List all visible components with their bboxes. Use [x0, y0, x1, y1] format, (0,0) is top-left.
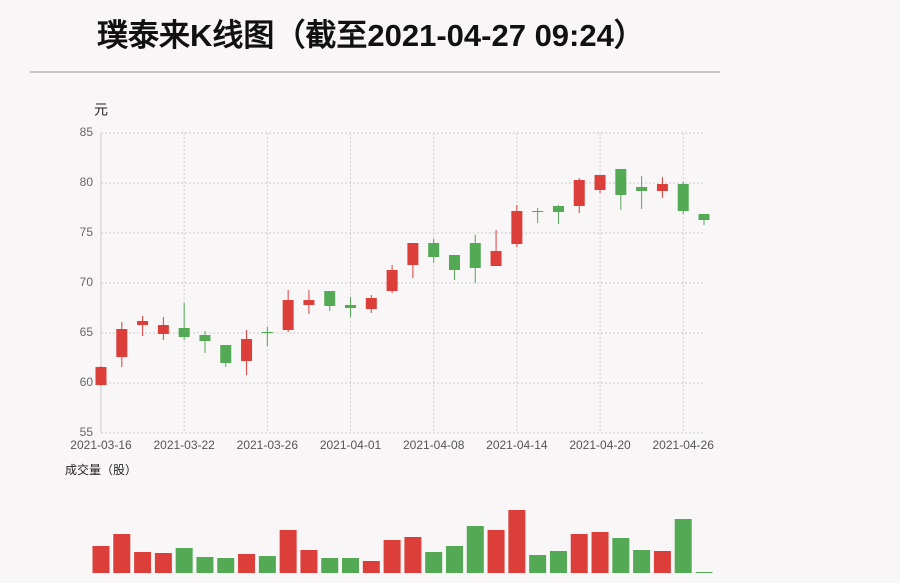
chart-title: 璞泰来K线图（截至2021-04-27 09:24）	[97, 18, 645, 53]
volume-bar	[362, 561, 380, 573]
x-tick-label: 2021-03-26	[237, 438, 299, 452]
candle-body	[261, 332, 273, 333]
volume-bar	[674, 519, 692, 573]
candle-body	[677, 184, 689, 211]
candle-body	[407, 243, 419, 265]
volume-bar	[591, 532, 609, 573]
volume-bar	[175, 548, 193, 573]
y-tick-label: 65	[80, 325, 94, 339]
y-tick-label: 75	[80, 225, 94, 239]
candle-body	[157, 325, 169, 334]
y-axis-unit: 元	[94, 102, 108, 118]
x-tick-label: 2021-04-01	[320, 438, 382, 452]
volume-bar	[466, 526, 484, 573]
candle-body	[511, 211, 523, 244]
candle-body	[220, 345, 232, 363]
candle-body	[532, 211, 544, 212]
x-tick-label: 2021-04-20	[569, 438, 631, 452]
x-tick-label: 2021-04-26	[653, 438, 715, 452]
volume-bar	[342, 558, 360, 573]
volume-bar	[570, 534, 588, 573]
candle-body	[594, 175, 606, 190]
candle-body	[573, 180, 585, 206]
volume-title: 成交量（股）	[65, 462, 137, 477]
volume-bar	[383, 540, 401, 573]
candle-body	[386, 270, 398, 291]
candle-body	[656, 184, 668, 191]
volume-bar	[425, 552, 443, 573]
volume-bar	[113, 534, 131, 573]
volume-bar	[300, 550, 318, 573]
candle-body	[636, 187, 648, 191]
y-tick-label: 85	[80, 125, 94, 139]
volume-bar	[321, 558, 339, 573]
candle-body	[324, 291, 336, 306]
volume-bar	[238, 554, 256, 573]
y-tick-label: 80	[80, 175, 94, 189]
volume-bar	[217, 558, 235, 573]
candle-body	[490, 251, 502, 266]
volume-bar	[196, 557, 214, 573]
y-tick-label: 60	[80, 375, 94, 389]
candle-body	[95, 367, 107, 385]
volume-bar	[445, 546, 463, 573]
candle-body	[365, 298, 377, 309]
volume-bar	[508, 510, 526, 573]
candle-body	[552, 206, 564, 212]
candle-body	[199, 335, 211, 341]
x-tick-label: 2021-03-22	[153, 438, 215, 452]
volume-bar	[633, 550, 651, 573]
volume-bar	[695, 572, 713, 573]
volume-bar	[529, 555, 547, 573]
candle-body	[137, 321, 149, 325]
x-tick-label: 2021-04-14	[486, 438, 548, 452]
candle-body	[428, 243, 440, 257]
volume-bar	[279, 530, 297, 573]
candle-body	[282, 300, 294, 330]
volume-bar	[92, 546, 110, 573]
y-tick-label: 70	[80, 275, 94, 289]
volume-bar	[549, 551, 567, 573]
candle-body	[303, 300, 315, 305]
volume-bar	[404, 537, 422, 573]
candle-body	[469, 243, 481, 268]
volume-bar	[612, 538, 630, 573]
y-tick-label: 55	[80, 425, 94, 439]
volume-bar	[154, 553, 172, 573]
candle-body	[448, 255, 460, 270]
candle-body	[615, 169, 627, 195]
candle-body	[698, 214, 710, 220]
candle-body	[241, 339, 253, 361]
candle-body	[178, 328, 190, 337]
volume-bar	[653, 551, 671, 573]
volume-bar	[487, 530, 505, 573]
volume-bar	[134, 552, 152, 573]
candle-body	[116, 329, 128, 357]
candle-body	[345, 305, 357, 308]
x-tick-label: 2021-04-08	[403, 438, 465, 452]
x-tick-label: 2021-03-16	[70, 438, 132, 452]
volume-bar	[258, 556, 276, 573]
